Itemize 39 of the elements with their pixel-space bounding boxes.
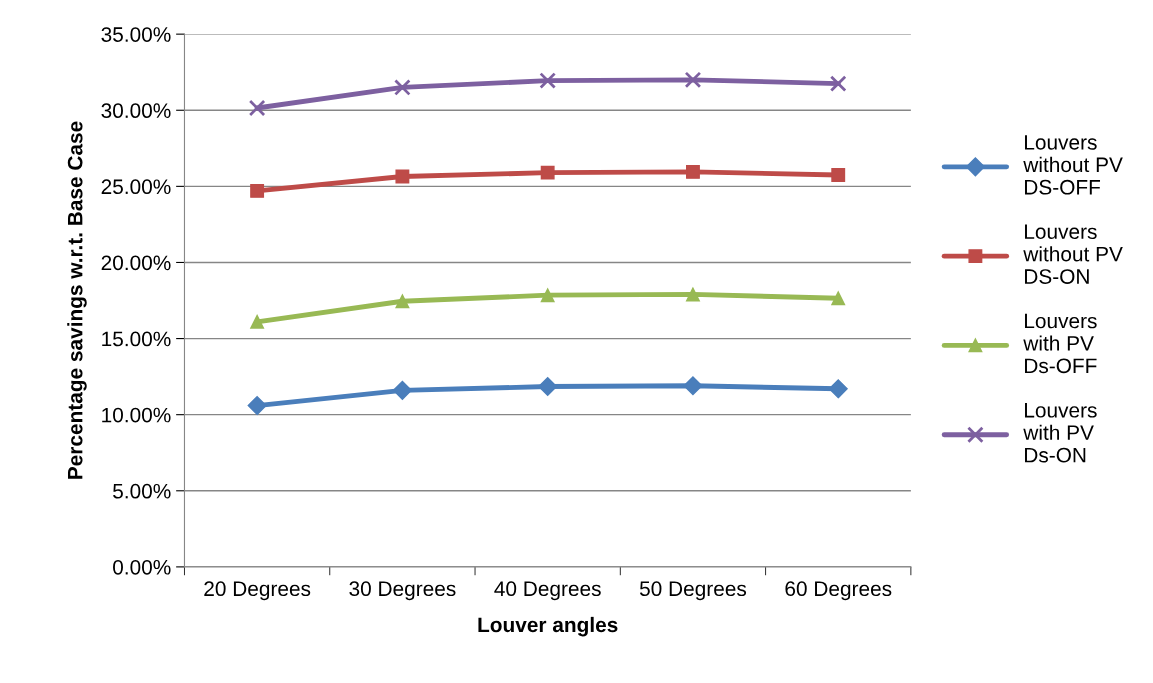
point [540,288,555,303]
point [538,376,558,397]
point [250,183,265,198]
point [248,99,266,117]
point [686,164,700,179]
x-tick-label: 20 Degrees [204,581,311,601]
legend-label: Louvers with PV Ds-OFF [1023,313,1097,374]
point [395,169,410,184]
y-axis-title: Percentage savings w.r.t. Base Case [67,121,87,479]
y-tick-label: 0.00% [113,559,171,575]
point [247,396,267,416]
point [540,165,555,180]
y-tick-label: 15.00% [102,331,171,347]
y-tick-label: 30.00% [101,103,171,119]
y-tick-label: 20.00% [101,255,171,271]
point [539,72,557,89]
point [829,75,847,92]
point [683,376,703,396]
point [686,287,700,302]
y-tick-label: 5.00% [113,483,171,499]
point [831,168,846,182]
y-tick-label: 25.00% [101,179,171,195]
legend-label: Louvers without PV DS-ON [1023,224,1123,284]
x-axis-title: Louver angles [478,616,618,637]
point [250,314,265,329]
point [831,291,846,306]
point [394,79,411,96]
point [828,379,848,399]
x-tick-label: 50 Degrees [639,581,747,601]
legend-label: Louvers with PV Ds-ON [1023,403,1097,463]
x-tick-label: 60 Degrees [785,581,892,601]
point [392,380,412,400]
point [684,71,702,89]
legend-label: Louvers without PV DS-OFF [1023,135,1123,195]
y-tick-label: 10.00% [102,407,171,423]
x-tick-label: 40 Degrees [494,581,601,601]
x-tick-label: 30 Degrees [349,581,456,601]
point [395,294,410,309]
y-tick-label: 35.00% [101,27,171,42]
